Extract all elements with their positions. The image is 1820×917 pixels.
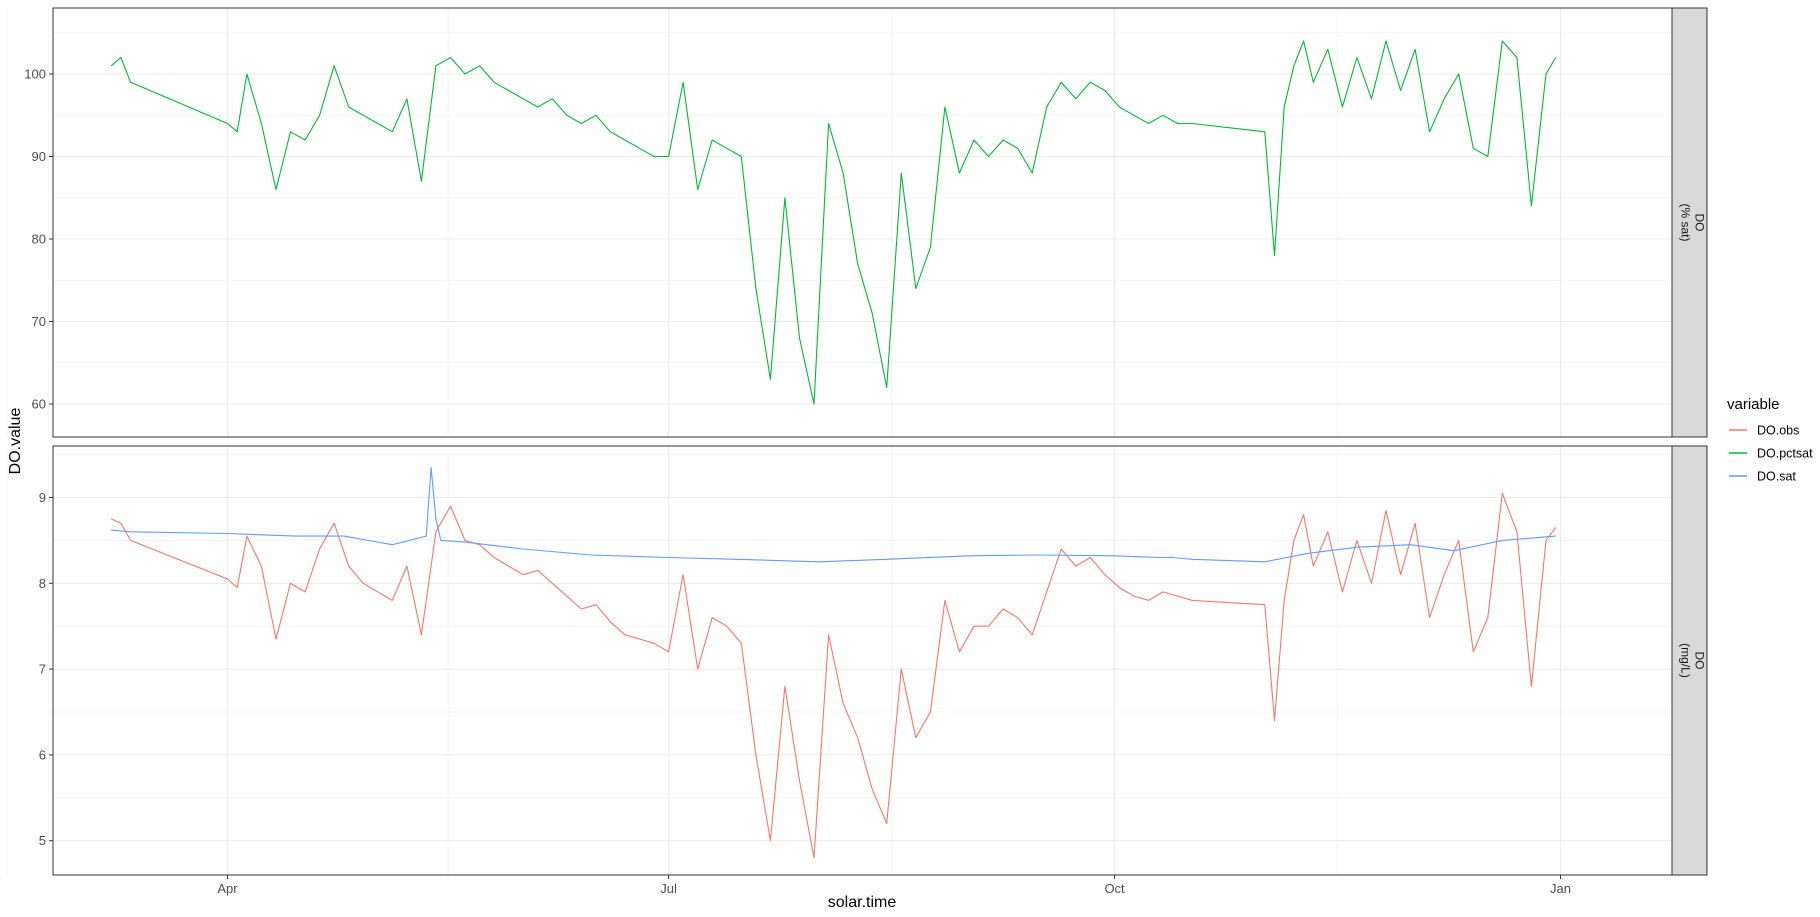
y-tick-label: 7 — [39, 662, 46, 677]
strip-label-line1: DO — [1693, 652, 1707, 670]
panel-pctsat-gridlines — [6, 8, 1672, 437]
y-tick-label: 80 — [32, 232, 46, 247]
panel-pctsat-series — [110, 40, 1557, 405]
x-tick-label: Jul — [660, 881, 677, 896]
y-tick-label: 60 — [32, 397, 46, 412]
y-axis-title: DO.value — [7, 408, 24, 475]
panel-mgl-gridlines — [6, 446, 1672, 875]
legend-label: DO.obs — [1757, 424, 1799, 438]
y-tick-label: 9 — [39, 490, 46, 505]
x-axis-title: solar.time — [828, 894, 897, 911]
panel-pctsat-strip — [1671, 7, 1708, 438]
panel-mgl-strip — [1671, 445, 1708, 876]
series-line-do-sat — [111, 466, 1556, 563]
strip-label-line2: (mg/L) — [1679, 643, 1693, 678]
y-tick-label: 6 — [39, 747, 46, 762]
strip-label-line2: (% sat) — [1679, 203, 1693, 241]
panel-pctsat-y-tick-labels: 60 70 80 90 100 — [24, 67, 53, 412]
legend-label: DO.sat — [1757, 470, 1796, 484]
x-tick-label: Apr — [217, 881, 238, 896]
legend: variable DO.obs DO.pctsat DO.sat — [1727, 396, 1813, 484]
y-tick-label: 70 — [32, 314, 46, 329]
legend-label: DO.pctsat — [1757, 447, 1813, 461]
strip-label-line1: DO — [1693, 214, 1707, 232]
y-tick-label: 8 — [39, 576, 46, 591]
panel-mgl-y-tick-labels: 5 6 7 8 9 — [39, 490, 53, 848]
x-axis: Apr Jul Oct Jan — [217, 875, 1571, 896]
panel-mgl-series — [110, 466, 1557, 859]
series-line-do-obs — [110, 492, 1557, 859]
x-tick-label: Jan — [1550, 881, 1571, 896]
legend-title: variable — [1727, 396, 1780, 413]
y-tick-label: 5 — [39, 833, 46, 848]
y-tick-label: 90 — [32, 149, 46, 164]
panel-mgl: 5 6 7 8 9 DO (mg/L) — [6, 445, 1708, 876]
panel-pctsat: 60 70 80 90 100 DO (% sat) — [6, 7, 1708, 438]
x-tick-label: Oct — [1104, 881, 1125, 896]
y-tick-label: 100 — [24, 67, 46, 82]
series-line-do-pctsat — [110, 40, 1557, 405]
